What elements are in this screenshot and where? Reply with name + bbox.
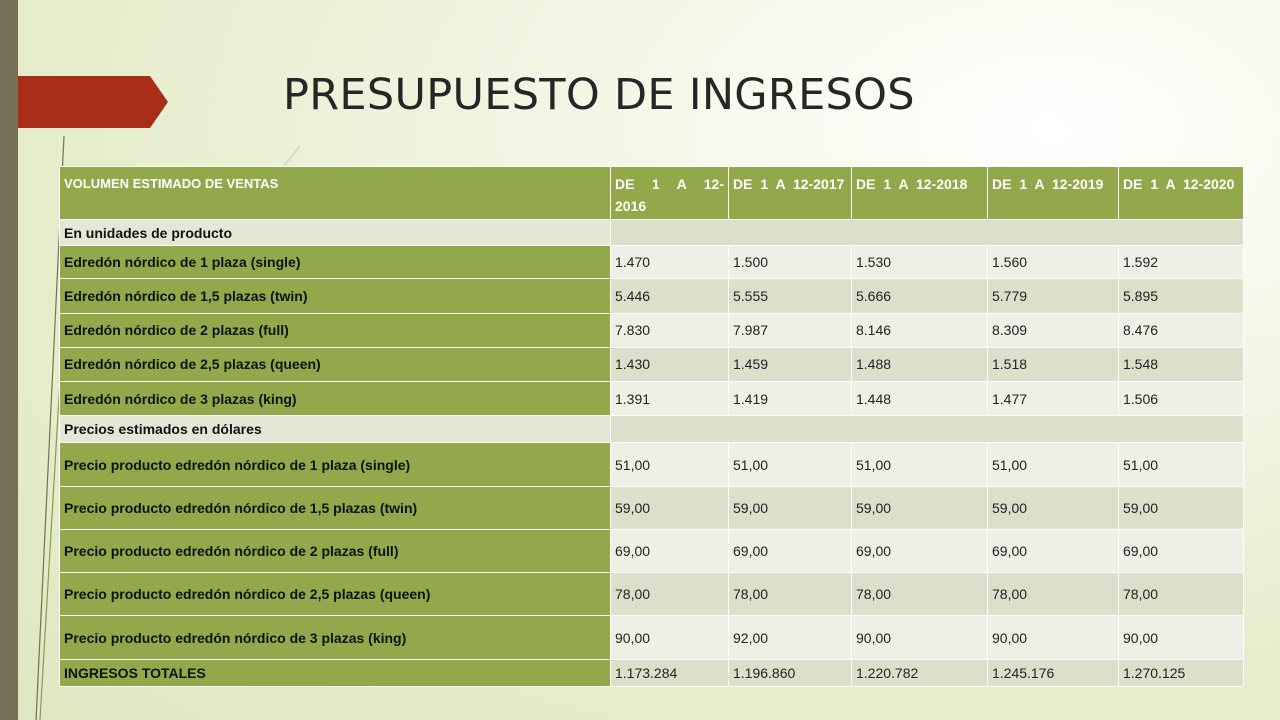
table-row: Precio producto edredón nórdico de 1,5 p… bbox=[59, 485, 1244, 530]
cell-value: 1.530 bbox=[851, 245, 988, 280]
header-label: VOLUMEN ESTIMADO DE VENTAS bbox=[59, 166, 611, 220]
cell-value: 92,00 bbox=[728, 615, 852, 660]
cell-value: 59,00 bbox=[728, 485, 852, 530]
section-label: Precios estimados en dólares bbox=[59, 415, 611, 444]
cell-value: 1.470 bbox=[610, 245, 729, 280]
row-label: Precio producto edredón nórdico de 1,5 p… bbox=[59, 485, 611, 530]
row-label: Edredón nórdico de 2,5 plazas (queen) bbox=[59, 346, 611, 383]
cell-value: 5.446 bbox=[610, 278, 729, 314]
cell-value: 69,00 bbox=[1118, 528, 1244, 574]
income-budget-table: VOLUMEN ESTIMADO DE VENTAS DE 1 A 12-201… bbox=[59, 166, 1244, 688]
cell-value: 1.506 bbox=[1118, 381, 1244, 417]
cell-value: 90,00 bbox=[851, 615, 988, 660]
cell-value: 51,00 bbox=[987, 442, 1119, 487]
cell-value: 5.666 bbox=[851, 278, 988, 314]
row-label: Edredón nórdico de 1 plaza (single) bbox=[59, 245, 611, 280]
cell-value: 59,00 bbox=[610, 485, 729, 530]
table-row: Precio producto edredón nórdico de 2 pla… bbox=[59, 528, 1244, 574]
cell-value: 8.309 bbox=[987, 312, 1119, 348]
row-label: Edredón nórdico de 2 plazas (full) bbox=[59, 312, 611, 348]
table-row: Edredón nórdico de 1,5 plazas (twin) 5.4… bbox=[59, 278, 1244, 314]
row-label: Edredón nórdico de 3 plazas (king) bbox=[59, 381, 611, 417]
cell-value: 1.448 bbox=[851, 381, 988, 417]
table-row: Precio producto edredón nórdico de 3 pla… bbox=[59, 615, 1244, 660]
cell-value: 1.488 bbox=[851, 346, 988, 383]
section-row: Precios estimados en dólares bbox=[59, 415, 1244, 444]
cell-value: 1.391 bbox=[610, 381, 729, 417]
cell-value: 59,00 bbox=[851, 485, 988, 530]
left-accent-bar bbox=[0, 0, 18, 720]
table-row: Edredón nórdico de 3 plazas (king) 1.391… bbox=[59, 381, 1244, 417]
row-label: Precio producto edredón nórdico de 2,5 p… bbox=[59, 572, 611, 617]
cell-value: 5.779 bbox=[987, 278, 1119, 314]
cell-value: 1.477 bbox=[987, 381, 1119, 417]
total-row: INGRESOS TOTALES 1.173.284 1.196.860 1.2… bbox=[59, 658, 1244, 688]
total-value: 1.220.782 bbox=[851, 658, 988, 688]
table-row: Edredón nórdico de 2 plazas (full) 7.830… bbox=[59, 312, 1244, 348]
cell-value: 69,00 bbox=[851, 528, 988, 574]
header-year: DE 1 A 12-2016 bbox=[610, 166, 729, 220]
table-row: Precio producto edredón nórdico de 2,5 p… bbox=[59, 572, 1244, 617]
cell-value: 7.830 bbox=[610, 312, 729, 348]
table-row: Edredón nórdico de 2,5 plazas (queen) 1.… bbox=[59, 346, 1244, 383]
cell-value: 78,00 bbox=[987, 572, 1119, 617]
cell-value: 69,00 bbox=[987, 528, 1119, 574]
cell-value: 69,00 bbox=[728, 528, 852, 574]
cell-value: 90,00 bbox=[610, 615, 729, 660]
cell-value: 1.419 bbox=[728, 381, 852, 417]
cell-value: 51,00 bbox=[728, 442, 852, 487]
cell-value: 1.560 bbox=[987, 245, 1119, 280]
table-row: Edredón nórdico de 1 plaza (single) 1.47… bbox=[59, 245, 1244, 280]
cell-value: 1.518 bbox=[987, 346, 1119, 383]
row-label: Precio producto edredón nórdico de 1 pla… bbox=[59, 442, 611, 487]
cell-value: 1.592 bbox=[1118, 245, 1244, 280]
cell-value: 1.459 bbox=[728, 346, 852, 383]
header-year: DE 1 A 12-2017 bbox=[728, 166, 852, 220]
cell-value: 90,00 bbox=[987, 615, 1119, 660]
row-label: Precio producto edredón nórdico de 2 pla… bbox=[59, 528, 611, 574]
cell-value: 78,00 bbox=[728, 572, 852, 617]
total-label: INGRESOS TOTALES bbox=[59, 658, 611, 688]
cell-value: 5.555 bbox=[728, 278, 852, 314]
total-value: 1.270.125 bbox=[1118, 658, 1244, 688]
header-year: DE 1 A 12-2018 bbox=[851, 166, 988, 220]
cell-value: 78,00 bbox=[610, 572, 729, 617]
section-label: En unidades de producto bbox=[59, 218, 611, 247]
table-header-row: VOLUMEN ESTIMADO DE VENTAS DE 1 A 12-201… bbox=[59, 166, 1244, 220]
table-row: Precio producto edredón nórdico de 1 pla… bbox=[59, 442, 1244, 487]
cell-value: 51,00 bbox=[1118, 442, 1244, 487]
cell-value: 1.500 bbox=[728, 245, 852, 280]
section-fill bbox=[610, 415, 1244, 444]
cell-value: 7.987 bbox=[728, 312, 852, 348]
cell-value: 59,00 bbox=[1118, 485, 1244, 530]
total-value: 1.245.176 bbox=[987, 658, 1119, 688]
cell-value: 1.430 bbox=[610, 346, 729, 383]
cell-value: 1.548 bbox=[1118, 346, 1244, 383]
cell-value: 59,00 bbox=[987, 485, 1119, 530]
cell-value: 8.146 bbox=[851, 312, 988, 348]
section-fill bbox=[610, 218, 1244, 247]
total-value: 1.173.284 bbox=[610, 658, 729, 688]
cell-value: 51,00 bbox=[851, 442, 988, 487]
title-accent-arrow bbox=[18, 76, 168, 128]
cell-value: 78,00 bbox=[1118, 572, 1244, 617]
cell-value: 78,00 bbox=[851, 572, 988, 617]
row-label: Precio producto edredón nórdico de 3 pla… bbox=[59, 615, 611, 660]
cell-value: 8.476 bbox=[1118, 312, 1244, 348]
total-value: 1.196.860 bbox=[728, 658, 852, 688]
cell-value: 5.895 bbox=[1118, 278, 1244, 314]
cell-value: 51,00 bbox=[610, 442, 729, 487]
section-row: En unidades de producto bbox=[59, 218, 1244, 247]
header-year: DE 1 A 12-2020 bbox=[1118, 166, 1244, 220]
cell-value: 69,00 bbox=[610, 528, 729, 574]
row-label: Edredón nórdico de 1,5 plazas (twin) bbox=[59, 278, 611, 314]
header-year: DE 1 A 12-2019 bbox=[987, 166, 1119, 220]
cell-value: 90,00 bbox=[1118, 615, 1244, 660]
slide-title: PRESUPUESTO DE INGRESOS bbox=[283, 70, 915, 120]
